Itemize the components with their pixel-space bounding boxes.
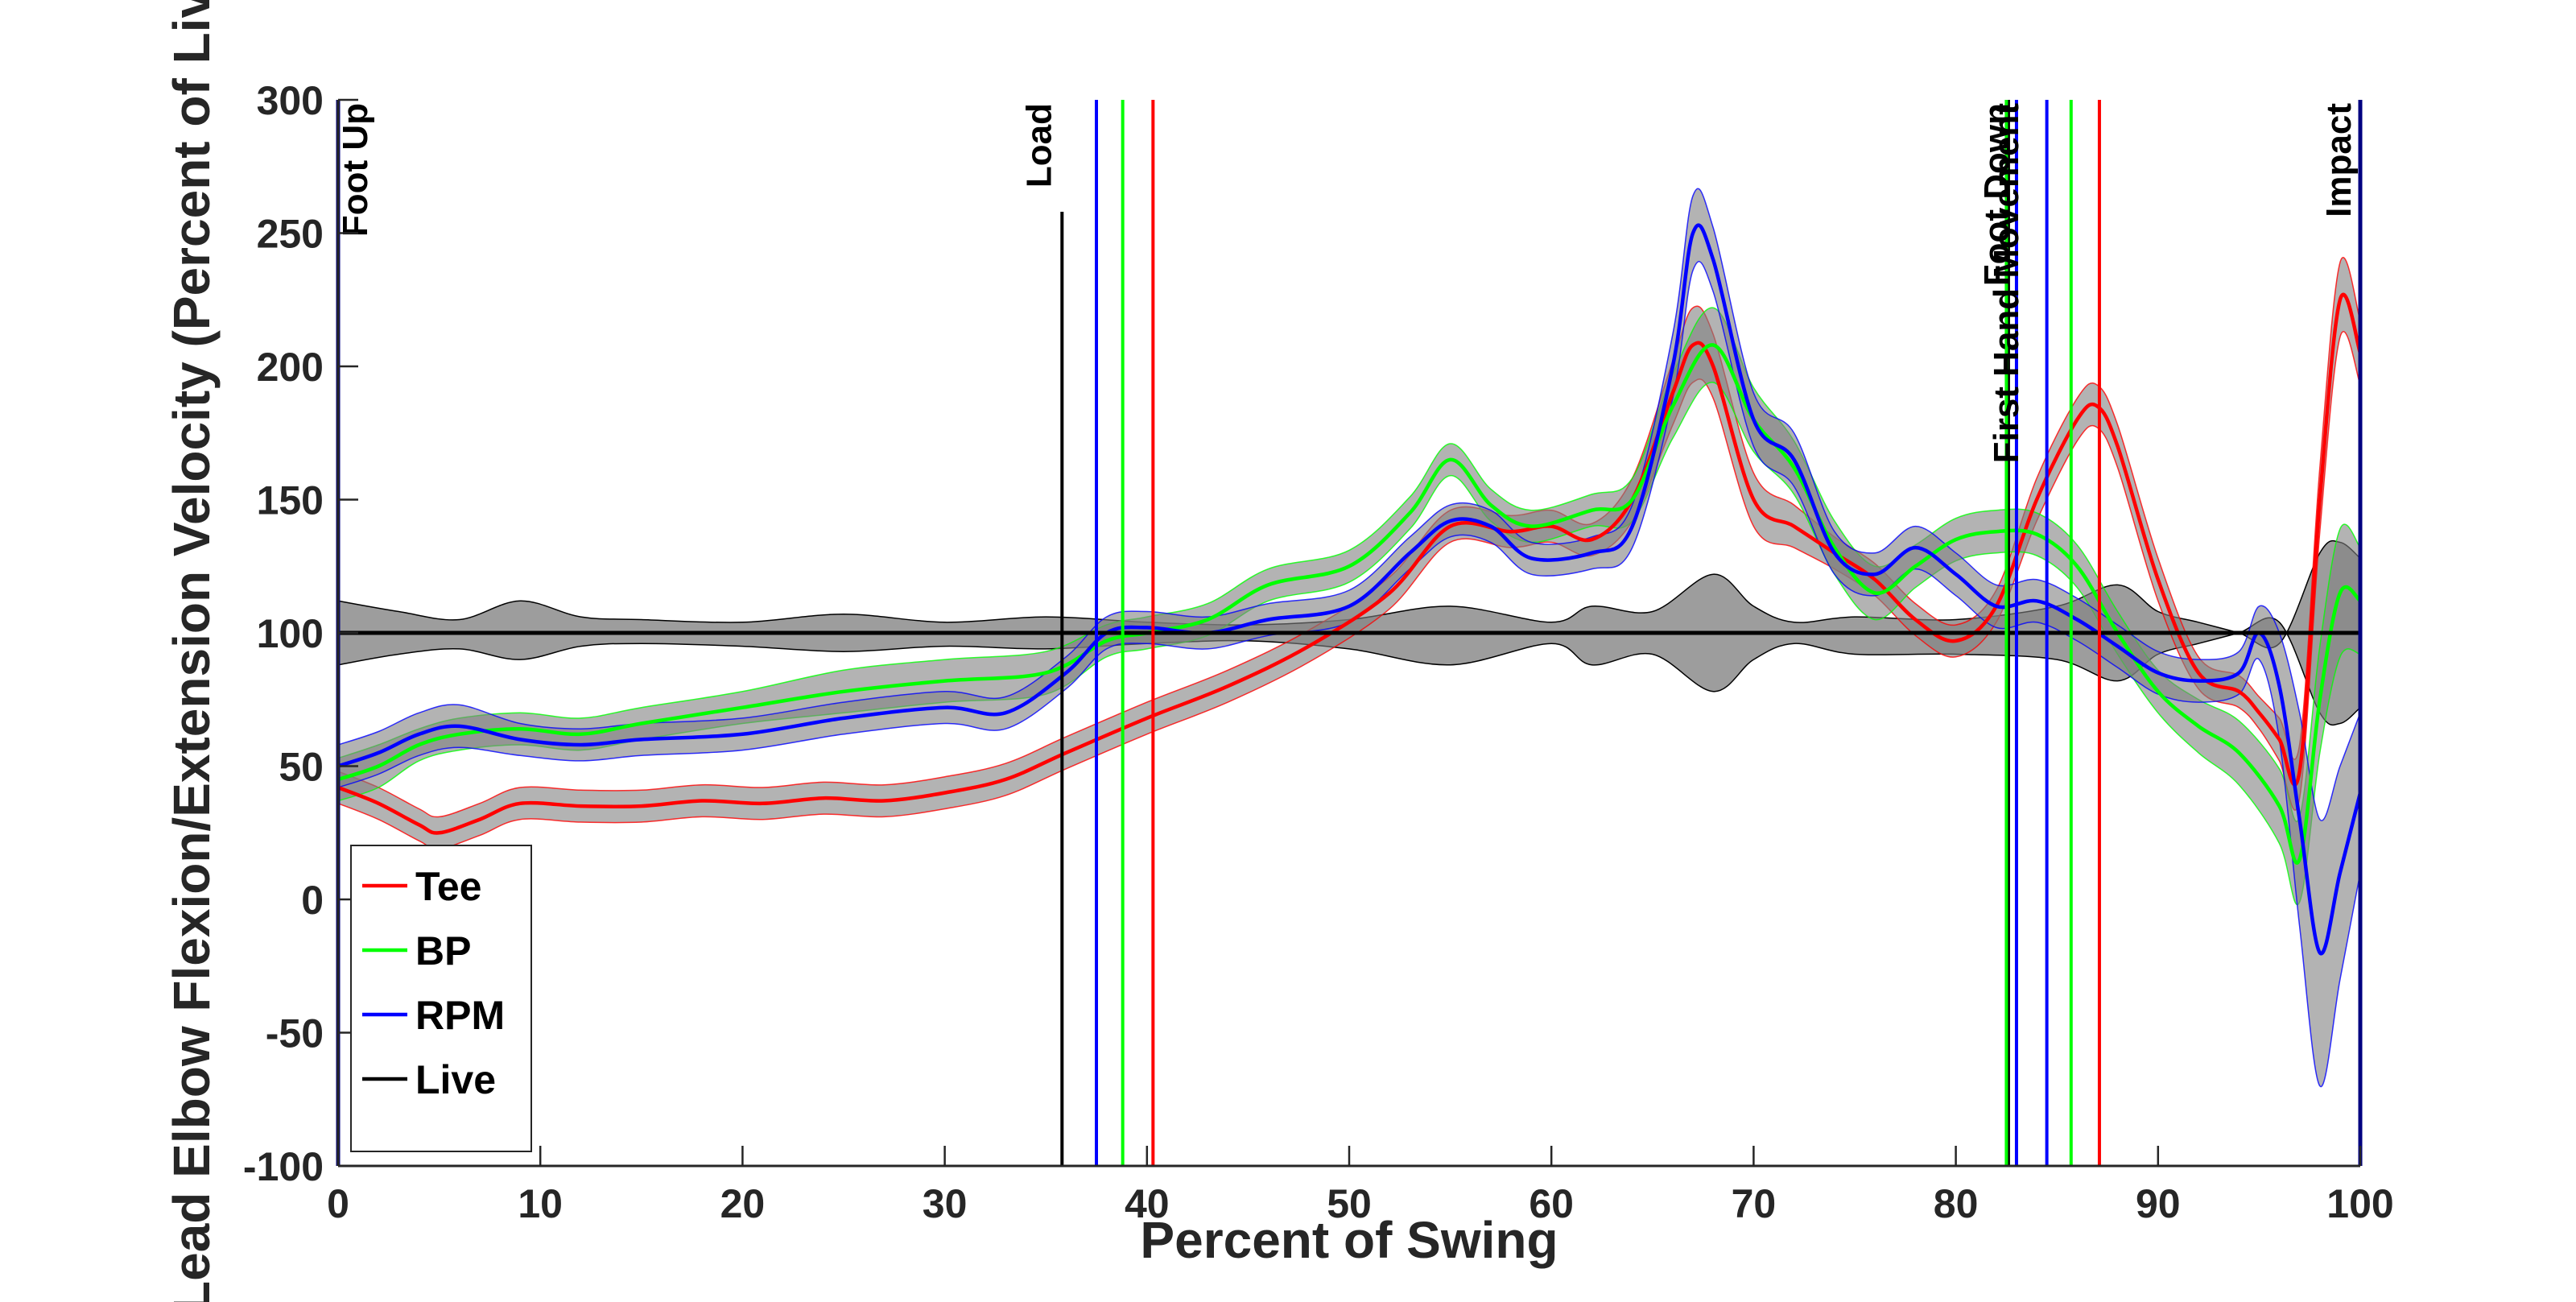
y-tick-label: 200 [257,345,324,390]
y-tick-label: 300 [257,78,324,123]
legend-box [350,845,532,1152]
x-tick-label: 20 [720,1181,766,1226]
legend-label-live: Live [415,1057,496,1102]
x-tick-label: 90 [2136,1181,2181,1226]
x-tick-label: 60 [1529,1181,1574,1226]
legend-label-tee: Tee [415,864,481,909]
x-tick-label: 10 [518,1181,563,1226]
x-tick-label: 0 [327,1181,349,1226]
x-tick-label: 70 [1732,1181,1777,1226]
event-label-0: Foot Up [336,103,375,237]
y-tick-label: 100 [257,611,324,656]
y-tick-label: 250 [257,212,324,257]
series-lines [337,223,2363,956]
x-tick-label: 80 [1934,1181,1979,1226]
event-label-6: Foot Down [1977,103,2017,286]
y-tick-label: -50 [266,1011,324,1056]
y-tick-label: 0 [301,878,324,923]
x-tick-label: 40 [1125,1181,1170,1226]
x-tick-label: 100 [2326,1181,2393,1226]
y-tick-label: -100 [243,1144,324,1189]
y-tick-label: 50 [279,745,324,790]
tee-line [337,292,2363,835]
y-axis-label: Lead Elbow Flexion/Extension Velocity (P… [163,0,221,1302]
x-tick-label: 30 [923,1181,968,1226]
legend: Tee BP RPM Live [350,845,532,1152]
confidence-bands [337,188,2361,1088]
axes: 0 10 20 30 40 50 60 70 80 90 100 -100 -50 0 50 100 150 20… [243,78,2394,1226]
rpm-band [337,188,2361,1088]
event-label-5: First Hand Movement [1987,103,2026,464]
bp-line [337,343,2362,865]
x-axis-label: Percent of Swing [1140,1211,1558,1269]
y-tick-label: 150 [257,478,324,523]
rpm-line [337,223,2363,956]
legend-label-bp: BP [415,928,471,973]
legend-label-rpm: RPM [415,993,505,1038]
x-tick-label: 50 [1327,1181,1372,1226]
event-label-11: Impact [2319,103,2359,217]
event-label-1: Load [1019,103,1059,188]
